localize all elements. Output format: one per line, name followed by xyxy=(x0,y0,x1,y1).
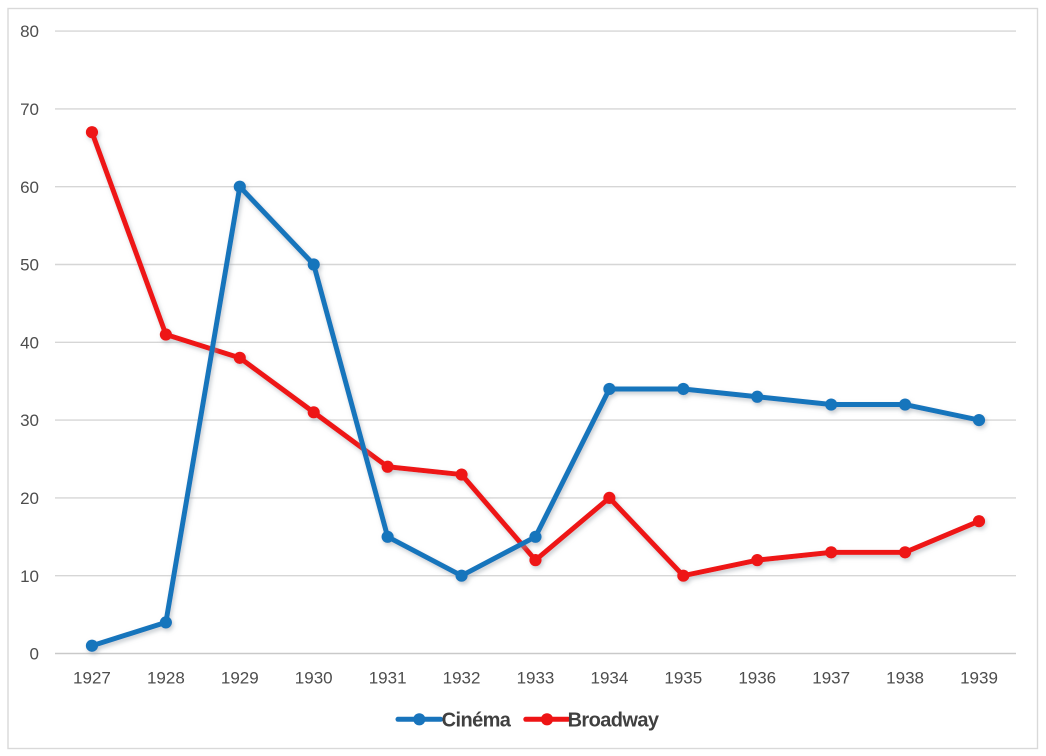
svg-text:1928: 1928 xyxy=(147,669,185,688)
svg-text:1933: 1933 xyxy=(517,669,555,688)
svg-text:1935: 1935 xyxy=(664,669,702,688)
svg-text:1932: 1932 xyxy=(443,669,481,688)
svg-text:60: 60 xyxy=(20,178,39,197)
svg-text:1939: 1939 xyxy=(960,669,998,688)
svg-text:1937: 1937 xyxy=(812,669,850,688)
svg-text:80: 80 xyxy=(20,22,39,41)
svg-text:1936: 1936 xyxy=(738,669,776,688)
svg-text:Broadway: Broadway xyxy=(568,710,660,732)
svg-text:70: 70 xyxy=(20,100,39,119)
svg-text:50: 50 xyxy=(20,256,39,275)
svg-text:1930: 1930 xyxy=(295,669,333,688)
svg-text:1938: 1938 xyxy=(886,669,924,688)
svg-text:1934: 1934 xyxy=(590,669,628,688)
svg-text:40: 40 xyxy=(20,333,39,352)
svg-text:30: 30 xyxy=(20,411,39,430)
svg-text:1931: 1931 xyxy=(369,669,407,688)
svg-text:1927: 1927 xyxy=(73,669,111,688)
svg-text:1929: 1929 xyxy=(221,669,259,688)
svg-text:Cinéma: Cinéma xyxy=(442,710,512,732)
svg-text:0: 0 xyxy=(30,645,39,664)
svg-text:20: 20 xyxy=(20,489,39,508)
svg-text:10: 10 xyxy=(20,567,39,586)
